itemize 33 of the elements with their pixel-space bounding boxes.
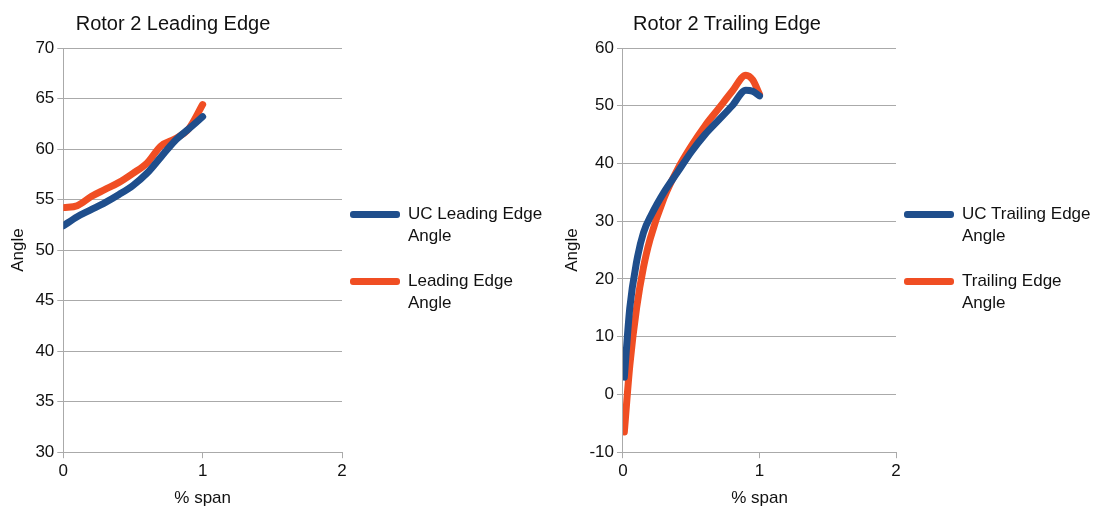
y-tick-label: 50 xyxy=(35,239,55,259)
y-tick-label: 30 xyxy=(595,210,614,230)
y-tick-label: 60 xyxy=(35,138,55,158)
y-tick-label: 10 xyxy=(595,326,614,346)
y-tick-label: -10 xyxy=(589,441,614,461)
legend-label: UC Trailing Edge Angle xyxy=(962,203,1092,248)
chart-title: Rotor 2 Leading Edge xyxy=(75,11,271,34)
x-axis-title: % span xyxy=(174,488,232,508)
y-tick-label: 60 xyxy=(595,37,614,57)
y-tick-label: 0 xyxy=(604,384,614,404)
x-tick-label: 2 xyxy=(891,461,901,481)
y-tick-label: 20 xyxy=(595,268,614,288)
y-tick-label: 45 xyxy=(35,290,55,310)
y-tick-label: 30 xyxy=(35,441,55,461)
x-axis-title: % span xyxy=(731,488,788,508)
x-tick-label: 1 xyxy=(754,461,765,481)
x-tick-label: 1 xyxy=(197,461,208,481)
legend-label: Trailing Edge Angle xyxy=(962,269,1063,314)
x-tick-label: 0 xyxy=(618,461,628,481)
y-tick-label: 40 xyxy=(35,340,55,360)
y-tick-label: 40 xyxy=(595,153,614,173)
y-tick-label: 70 xyxy=(35,37,55,57)
x-tick-label: 2 xyxy=(337,461,347,481)
y-tick-label: 55 xyxy=(35,189,55,209)
legend-label: Leading Edge Angle xyxy=(408,269,514,314)
legend-label: UC Leading Edge Angle xyxy=(408,203,544,248)
chart-title: Rotor 2 Trailing Edge xyxy=(633,11,821,34)
y-axis-title: Angle xyxy=(7,228,27,272)
y-tick-label: 35 xyxy=(35,391,55,411)
y-axis-title: Angle xyxy=(561,228,581,272)
y-tick-label: 65 xyxy=(35,88,55,108)
x-tick-label: 0 xyxy=(58,461,69,481)
y-tick-label: 50 xyxy=(595,95,614,115)
